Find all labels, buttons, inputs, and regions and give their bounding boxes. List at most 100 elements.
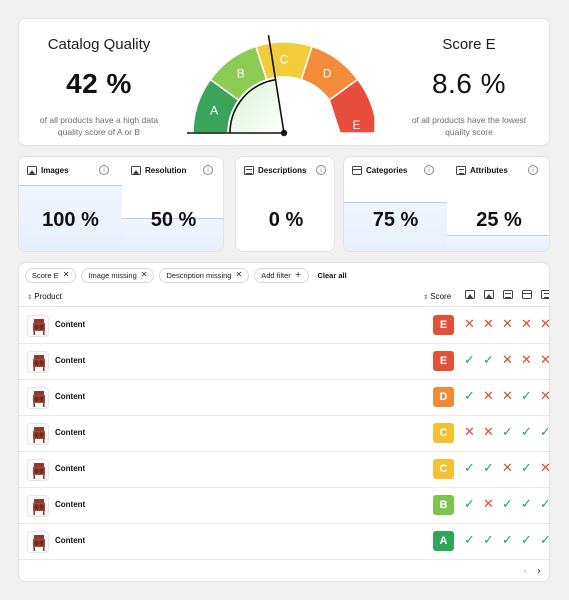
catalog-quality-card: Catalog Quality 42 % of all products hav…	[18, 18, 550, 146]
cross-icon: ✕	[502, 389, 513, 404]
product-name[interactable]: Content	[55, 320, 86, 329]
images-metric-card: Images i Resolution i 100 % 50 %	[18, 156, 224, 252]
category-column-header[interactable]	[517, 290, 536, 299]
attributes-value: 25 %	[476, 209, 522, 231]
categories-value: 75 %	[372, 209, 419, 231]
cross-icon: ✕	[502, 353, 513, 368]
close-icon[interactable]: ✕	[235, 270, 243, 279]
score-badge: D	[433, 387, 454, 407]
cross-icon: ✕	[483, 497, 494, 512]
cross-icon: ✕	[483, 425, 494, 440]
score-badge: E	[433, 315, 454, 335]
filter-chip-image-missing[interactable]: Image missing ✕	[81, 267, 155, 283]
category-icon	[352, 166, 362, 175]
close-icon[interactable]: ✕	[140, 270, 148, 279]
gauge-segment-e	[328, 78, 376, 134]
clear-all-button[interactable]: Clear all	[317, 270, 347, 280]
table-row[interactable]: Content D ✓ ✕ ✕ ✓ ✕	[19, 380, 549, 416]
categories-label-group: Categories	[352, 166, 407, 175]
categories-fill-bar	[344, 201, 447, 251]
category-icon	[521, 290, 532, 299]
cross-icon: ✕	[521, 353, 532, 368]
gauge-needle	[267, 35, 285, 134]
check-icon: ✓	[521, 497, 532, 512]
score-column-header[interactable]: ⇕ Score	[423, 292, 451, 301]
product-thumbnail	[27, 315, 49, 337]
product-thumbnail	[27, 351, 49, 373]
score-badge: C	[433, 423, 454, 443]
attributes-label: Attributes	[470, 166, 508, 175]
check-icon: ✓	[540, 425, 550, 440]
images-value: 100 %	[42, 209, 99, 231]
criteria-status: ✓ ✕ ✓ ✓ ✓	[460, 497, 549, 513]
product-name[interactable]: Content	[55, 500, 86, 509]
check-icon: ✓	[521, 533, 532, 548]
criteria-status: ✕ ✕ ✓ ✓ ✓	[460, 425, 550, 441]
cabinet-image-icon	[33, 499, 45, 515]
check-icon: ✓	[502, 533, 513, 548]
score-badge: A	[433, 531, 454, 551]
chevron-left-icon[interactable]: ‹	[523, 566, 527, 577]
score-e-summary: Score E 8.6 % of all products have the l…	[389, 19, 549, 138]
categories-info-icon[interactable]: i	[424, 165, 434, 175]
resolution-info-icon[interactable]: i	[203, 165, 213, 175]
resolution-icon	[483, 290, 494, 299]
score-badge: C	[433, 459, 454, 479]
product-thumbnail	[27, 387, 49, 409]
description-column-header[interactable]	[498, 290, 517, 299]
product-column-header[interactable]: ⇕ Product	[27, 292, 62, 301]
table-row[interactable]: Content E ✕ ✕ ✕ ✕ ✕	[19, 308, 549, 344]
product-name[interactable]: Content	[55, 428, 86, 437]
table-header: ⇕ Product ⇕ Score	[19, 287, 549, 307]
filter-chip-score-e[interactable]: Score E ✕	[25, 267, 77, 283]
gauge-label-b: B	[237, 67, 245, 81]
image-column-header[interactable]	[460, 290, 479, 299]
check-icon: ✓	[521, 461, 532, 476]
check-icon: ✓	[502, 425, 513, 440]
image-icon	[27, 166, 37, 175]
description-icon	[502, 290, 513, 299]
resolution-column-header[interactable]	[479, 290, 498, 299]
images-fill-bar	[19, 185, 122, 251]
table-row[interactable]: Content E ✓ ✓ ✕ ✕ ✕	[19, 344, 549, 380]
resolution-label: Resolution	[145, 166, 187, 175]
product-name[interactable]: Content	[55, 392, 86, 401]
add-filter-button[interactable]: Add filter +	[254, 267, 309, 283]
score-badge: B	[433, 495, 454, 515]
product-name[interactable]: Content	[55, 356, 86, 365]
attributes-info-icon[interactable]: i	[528, 165, 538, 175]
product-name[interactable]: Content	[55, 464, 86, 473]
close-icon[interactable]: ✕	[62, 270, 70, 279]
catalog-quality-value: 42 %	[66, 68, 132, 99]
attributes-fill-bar	[447, 234, 549, 251]
filter-chip-description-missing[interactable]: Description missing ✕	[159, 267, 250, 283]
table-row[interactable]: Content C ✓ ✓ ✕ ✓ ✕	[19, 452, 549, 488]
add-filter-label: Add filter	[261, 270, 291, 280]
table-row[interactable]: Content C ✕ ✕ ✓ ✓ ✓	[19, 416, 549, 452]
criteria-status: ✓ ✕ ✕ ✓ ✕	[460, 389, 549, 405]
cross-icon: ✕	[521, 317, 532, 332]
filter-chip-label: Image missing	[88, 270, 137, 280]
gauge-label-e: E	[352, 118, 360, 132]
table-row[interactable]: Content A ✓ ✓ ✓ ✓ ✓	[19, 524, 549, 560]
score-e-description: of all products have the lowest quality …	[411, 115, 527, 137]
images-info-icon[interactable]: i	[99, 165, 109, 175]
descriptions-info-icon[interactable]: i	[316, 165, 326, 175]
check-icon: ✓	[483, 533, 494, 548]
product-name[interactable]: Content	[55, 536, 86, 545]
check-icon: ✓	[521, 389, 532, 404]
cross-icon: ✕	[502, 461, 513, 476]
check-icon: ✓	[483, 461, 494, 476]
cabinet-image-icon	[33, 355, 45, 371]
catalog-quality-summary: Catalog Quality 42 % of all products hav…	[19, 19, 179, 138]
cabinet-image-icon	[33, 463, 45, 479]
attributes-column-header[interactable]	[536, 290, 549, 299]
gauge-pivot	[280, 129, 288, 137]
product-thumbnail	[27, 531, 49, 553]
chevron-right-icon[interactable]: ›	[537, 566, 541, 577]
sort-icon: ⇕	[27, 294, 33, 301]
catalog-quality-description: of all products have a high data quality…	[39, 115, 159, 137]
table-row[interactable]: Content B ✓ ✕ ✓ ✓ ✓	[19, 488, 549, 524]
filter-chip-label: Description missing	[166, 270, 232, 280]
descriptions-label-group: Descriptions	[244, 166, 306, 175]
